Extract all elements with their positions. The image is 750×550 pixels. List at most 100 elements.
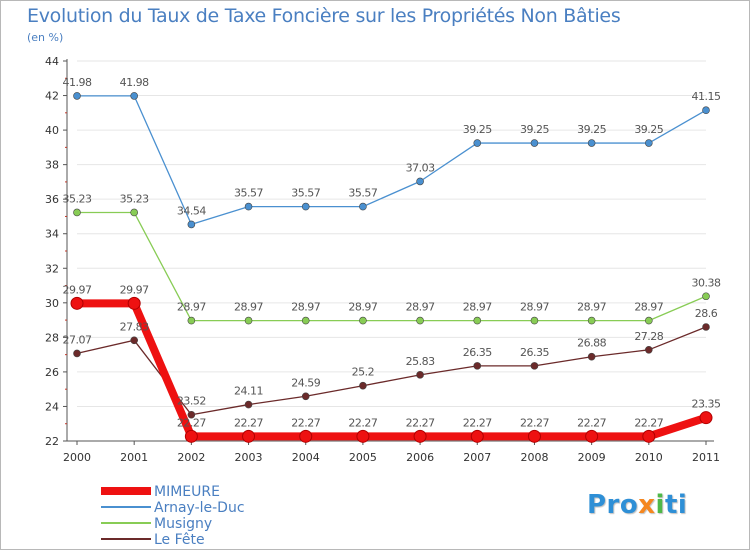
data-point [187,410,196,419]
data-label: 28.97 [463,301,492,314]
logo-segment: Pro [587,490,639,520]
legend-swatch [101,522,151,524]
data-point [530,316,539,325]
data-label: 26.35 [520,346,549,359]
line-chart: 22 24 26 28 30 32 34 36 38 40 42 44 2000 2001 2002 2003… [45,55,721,464]
data-label: 22.27 [634,416,663,429]
x-tick-label: 2002 [177,451,205,464]
data-label: 22.27 [234,416,263,429]
data-point [187,316,196,325]
y-tick-label: 28 [45,331,59,344]
data-point [130,92,138,100]
data-point [530,362,539,370]
data-label: 23.52 [177,395,206,408]
x-tick-label: 2000 [63,451,91,464]
data-label: 35.23 [120,192,149,205]
x-tick-label: 2003 [235,451,263,464]
series-line-arnay-le-duc [76,95,707,226]
y-tick-label: 44 [45,55,59,68]
data-label: 35.57 [348,187,377,200]
data-label: 29.97 [63,283,92,296]
x-tick-label: 2007 [463,451,491,464]
proxiti-logo: Proxiti [587,490,687,520]
x-tick-label: 2001 [120,451,148,464]
data-label: 41.15 [692,90,721,103]
data-point [130,208,138,217]
data-point [530,139,539,147]
data-label: 27.83 [120,320,149,333]
logo-segment: ti [664,490,688,520]
data-point [242,429,256,443]
data-point [642,429,656,443]
data-label: 34.54 [177,204,206,217]
y-tick-label: 22 [45,435,59,448]
data-label: 22.27 [520,416,549,429]
data-point [470,429,484,443]
data-point [645,316,653,325]
data-label: 35.23 [63,192,92,205]
data-label: 28.97 [291,301,320,314]
data-point [70,296,84,310]
data-label: 28.97 [634,301,663,314]
logo-segment: i [655,490,665,520]
series-line-le-f-te [76,326,707,416]
data-point [527,429,541,443]
data-label: 28.97 [406,301,435,314]
data-point [301,316,310,325]
x-tick-label: 2011 [692,451,720,464]
data-label: 22.27 [177,416,206,429]
series-line-musigny [76,211,707,322]
data-point [702,292,710,301]
data-label: 28.97 [520,301,549,314]
data-point [702,323,710,331]
data-point [702,106,710,115]
data-label: 25.2 [352,366,375,379]
y-tick-label: 34 [45,228,59,241]
data-point [473,362,482,370]
y-tick-label: 36 [45,193,59,206]
y-tick-label: 40 [45,124,59,137]
x-tick-label: 2004 [292,451,320,464]
data-label: 27.07 [63,333,92,346]
data-label: 24.11 [234,385,263,398]
data-point [187,220,196,229]
data-point [413,429,427,443]
legend-swatch [101,506,151,508]
data-label: 22.27 [577,416,606,429]
data-label: 37.03 [406,161,435,174]
data-point [587,352,596,361]
data-point [587,316,596,325]
data-label: 23.35 [692,398,721,411]
data-point [416,316,424,325]
data-point [356,429,370,443]
data-point [244,202,253,211]
data-point [184,429,198,443]
data-label: 39.25 [634,123,663,136]
data-label: 35.57 [291,187,320,200]
data-point [130,336,138,345]
x-tick-label: 2009 [578,451,606,464]
y-tick-label: 38 [45,159,59,172]
x-tick-label: 2005 [349,451,377,464]
data-point [416,371,424,379]
data-label: 22.27 [463,416,492,429]
data-label: 22.27 [406,416,435,429]
data-point [359,316,367,325]
legend-label: Le Fête [154,532,205,548]
data-label: 22.27 [291,416,320,429]
chart-title: Evolution du Taux de Taxe Foncière sur l… [27,5,621,27]
data-label: 26.35 [463,346,492,359]
data-label: 24.59 [291,376,320,389]
x-tick-label: 2010 [635,451,663,464]
data-label: 25.83 [406,355,435,368]
data-label: 41.98 [120,76,149,89]
data-point [645,345,653,354]
data-point [244,316,253,325]
data-label: 26.88 [577,337,606,350]
data-label: 41.98 [63,76,92,89]
x-tick-label: 2006 [406,451,434,464]
data-label: 28.97 [577,301,606,314]
data-point [299,429,313,443]
data-point [359,202,367,211]
